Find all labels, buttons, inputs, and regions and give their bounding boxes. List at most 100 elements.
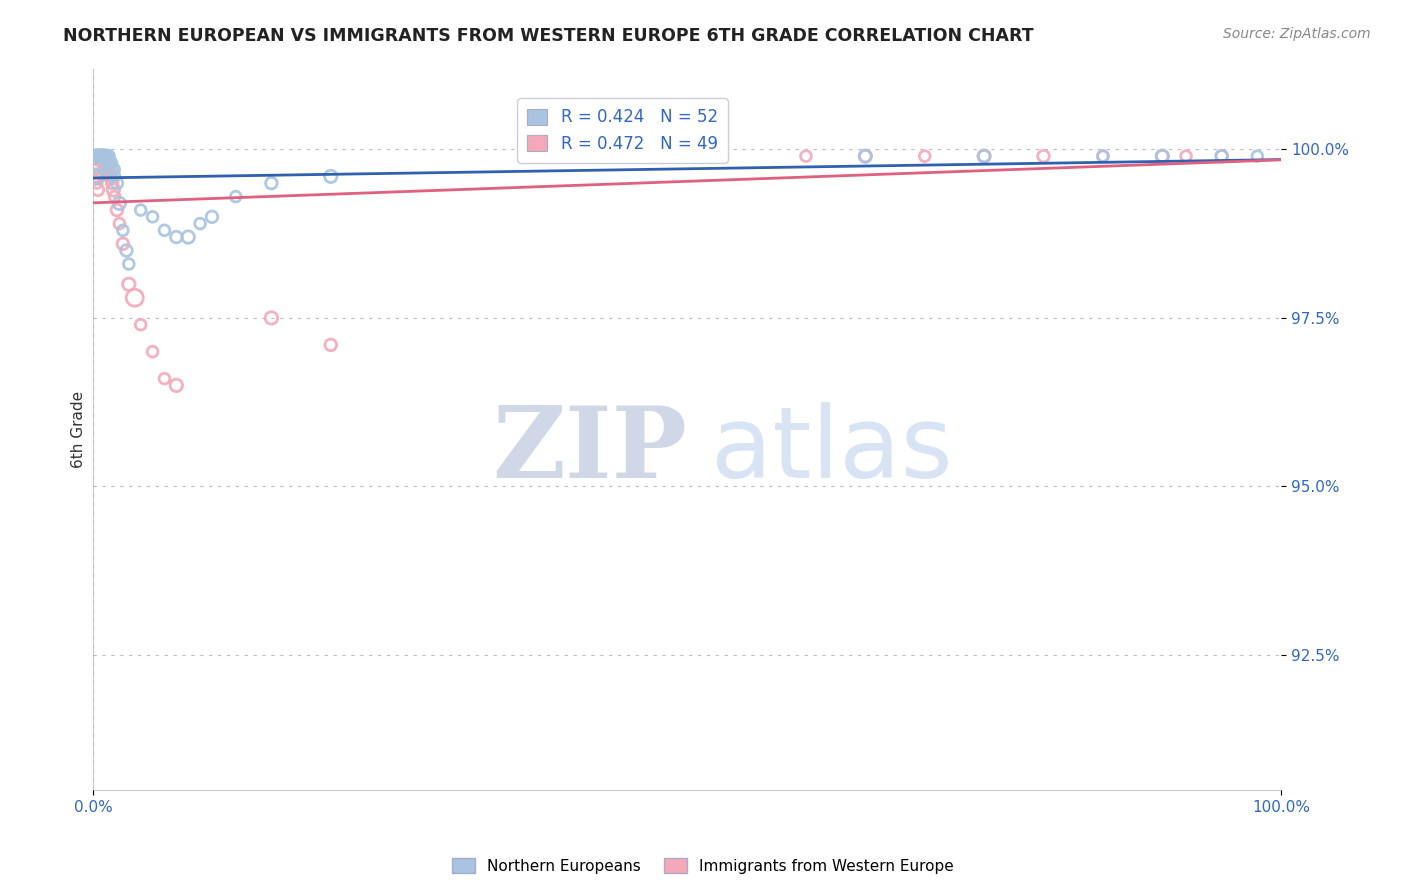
Point: [90, 149, 112, 163]
Point: [84, 162, 107, 177]
Point: [165, 378, 187, 392]
Point: [973, 149, 995, 163]
Point: [91, 149, 114, 163]
Point: [84, 149, 107, 163]
Point: [87, 149, 110, 163]
Point: [96, 149, 118, 163]
Point: [973, 149, 995, 163]
Point: [86, 149, 108, 163]
Point: [914, 149, 936, 163]
Point: [129, 203, 152, 218]
Point: [1246, 149, 1268, 163]
Point: [1152, 149, 1174, 163]
Point: [103, 169, 125, 184]
Point: [86, 176, 108, 190]
Point: [1211, 149, 1233, 163]
Point: [101, 176, 124, 190]
Point: [100, 156, 122, 170]
Legend: Northern Europeans, Immigrants from Western Europe: Northern Europeans, Immigrants from West…: [446, 852, 960, 880]
Point: [177, 230, 200, 244]
Point: [105, 176, 128, 190]
Point: [260, 310, 283, 325]
Point: [87, 149, 110, 163]
Point: [93, 149, 115, 163]
Point: [1091, 149, 1114, 163]
Point: [86, 149, 108, 163]
Point: [84, 169, 107, 184]
Point: [103, 183, 125, 197]
Point: [83, 162, 105, 177]
Point: [90, 149, 112, 163]
Point: [105, 203, 128, 218]
Point: [96, 156, 118, 170]
Legend: R = 0.424   N = 52, R = 0.472   N = 49: R = 0.424 N = 52, R = 0.472 N = 49: [517, 98, 728, 163]
Point: [1211, 149, 1233, 163]
Point: [1152, 149, 1174, 163]
Point: [225, 189, 247, 203]
Point: [853, 149, 876, 163]
Point: [91, 149, 114, 163]
Point: [90, 149, 112, 163]
Point: [87, 149, 110, 163]
Point: [142, 344, 165, 359]
Point: [111, 223, 134, 237]
Text: atlas: atlas: [711, 402, 952, 500]
Point: [89, 149, 111, 163]
Point: [118, 277, 141, 292]
Text: NORTHERN EUROPEAN VS IMMIGRANTS FROM WESTERN EUROPE 6TH GRADE CORRELATION CHART: NORTHERN EUROPEAN VS IMMIGRANTS FROM WES…: [63, 27, 1033, 45]
Point: [1032, 149, 1054, 163]
Point: [1175, 149, 1198, 163]
Point: [90, 149, 112, 163]
Point: [124, 291, 146, 305]
Point: [142, 210, 165, 224]
Point: [100, 169, 122, 184]
Point: [86, 149, 108, 163]
Point: [87, 149, 110, 163]
Point: [108, 196, 131, 211]
Point: [201, 210, 224, 224]
Point: [89, 149, 111, 163]
Point: [89, 149, 111, 163]
Text: ZIP: ZIP: [492, 402, 688, 500]
Point: [96, 149, 118, 163]
Point: [853, 149, 876, 163]
Point: [118, 257, 141, 271]
Point: [86, 169, 108, 184]
Point: [83, 149, 105, 163]
Point: [1091, 149, 1114, 163]
Point: [94, 149, 117, 163]
Point: [103, 189, 125, 203]
Point: [794, 149, 817, 163]
Point: [89, 149, 111, 163]
Point: [86, 169, 108, 184]
Point: [94, 149, 117, 163]
Point: [89, 149, 111, 163]
Point: [94, 149, 117, 163]
Point: [111, 236, 134, 251]
Point: [96, 149, 118, 163]
Point: [87, 183, 110, 197]
Point: [97, 149, 120, 163]
Point: [93, 149, 115, 163]
Point: [84, 149, 107, 163]
Point: [153, 223, 176, 237]
Point: [260, 176, 283, 190]
Point: [93, 149, 115, 163]
Point: [319, 338, 342, 352]
Point: [89, 149, 111, 163]
Text: Source: ZipAtlas.com: Source: ZipAtlas.com: [1223, 27, 1371, 41]
Point: [83, 149, 105, 163]
Point: [98, 156, 121, 170]
Point: [98, 169, 121, 184]
Y-axis label: 6th Grade: 6th Grade: [72, 391, 86, 467]
Point: [94, 149, 117, 163]
Point: [96, 149, 118, 163]
Point: [129, 318, 152, 332]
Point: [115, 244, 138, 258]
Point: [91, 149, 114, 163]
Point: [101, 162, 124, 177]
Point: [153, 371, 176, 385]
Point: [108, 217, 131, 231]
Point: [91, 149, 114, 163]
Point: [188, 217, 211, 231]
